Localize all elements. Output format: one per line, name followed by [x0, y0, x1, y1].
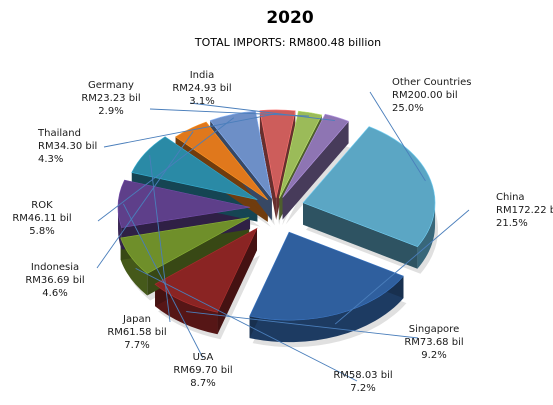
pie-slice-face — [282, 121, 349, 220]
label-leader-line — [135, 267, 358, 382]
slice-label-name: Singapore — [409, 324, 459, 335]
chart-subtitle: TOTAL IMPORTS: RM800.48 billion — [194, 36, 381, 49]
pie-slice-shadow — [285, 141, 352, 225]
slice-label-name: Indonesia — [31, 262, 79, 273]
slice-label-value: RM24.93 bil — [172, 83, 231, 94]
slice-label-name: China — [496, 192, 525, 203]
pie-slice — [174, 121, 268, 201]
slice-label-percent: 2.9% — [98, 106, 123, 117]
slice-label-value: RM61.58 bil — [107, 327, 166, 338]
label-leader-line — [123, 203, 204, 359]
slice-label-name: ROK — [31, 200, 53, 211]
slice-label-name: India — [190, 70, 215, 81]
pie-slice-face — [303, 202, 418, 269]
label-leader-line — [103, 113, 278, 148]
slice-label-value: RM36.69 bil — [25, 275, 84, 286]
pie-slice-face — [259, 110, 277, 220]
pie-slice — [282, 113, 350, 198]
label-leader-line — [149, 108, 310, 117]
slice-label-value: RM58.03 bil — [333, 370, 392, 381]
slice-label-name: Thailand — [37, 128, 81, 139]
chart-title: 2020 — [266, 8, 313, 28]
slice-label-name: Other Countries — [392, 77, 472, 88]
slice-label-value: RM200.00 bil — [392, 90, 458, 101]
pie-slice — [131, 136, 258, 200]
slice-label-percent: 21.5% — [496, 218, 528, 229]
slice-label-name: Germany — [88, 80, 134, 91]
label-leader-line — [186, 311, 419, 339]
pie-slice-side — [249, 276, 404, 343]
slice-label-percent: 3.1% — [189, 96, 214, 107]
label-leader-line — [97, 117, 235, 222]
pie-slice — [259, 109, 296, 198]
slice-label-value: RM69.70 bil — [173, 365, 232, 376]
label-leader-line — [149, 155, 171, 323]
slice-label-value: RM34.30 bil — [38, 141, 97, 152]
slice-label-percent: 7.2% — [350, 383, 375, 394]
pie-slice — [278, 110, 323, 199]
slice-label-value: RM172.22 bil — [496, 205, 553, 216]
label-leader-line — [334, 209, 470, 325]
slice-label-value: RM46.11 bil — [12, 213, 71, 224]
slice-label-name: Japan — [122, 314, 151, 325]
slice-label-percent: 4.6% — [42, 288, 67, 299]
slice-label-percent: 9.2% — [421, 350, 446, 361]
slice-label-percent: 25.0% — [392, 103, 424, 114]
slice-label-name: USA — [193, 352, 214, 363]
label-leader-line — [369, 91, 426, 182]
slice-label-percent: 8.7% — [190, 378, 215, 389]
label-leader-line — [96, 131, 194, 269]
slice-label-value: RM73.68 bil — [404, 337, 463, 348]
slice-label-percent: 4.3% — [38, 154, 63, 165]
slice-label-percent: 7.7% — [124, 340, 149, 351]
label-leader-line — [189, 102, 335, 122]
pie-slice — [120, 217, 250, 274]
pie-slice — [302, 126, 436, 248]
slice-label-percent: 5.8% — [29, 226, 54, 237]
pie-slice-side — [417, 202, 436, 269]
slice-label-value: RM23.23 bil — [81, 93, 140, 104]
